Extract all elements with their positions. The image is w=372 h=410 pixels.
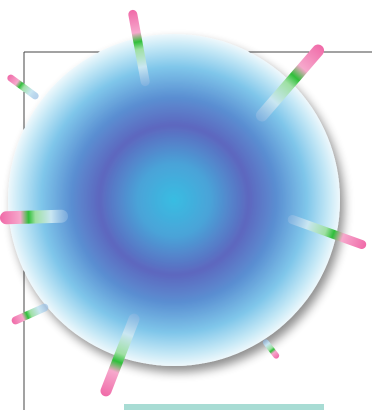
receptor-rod <box>11 303 49 325</box>
receptor-rod <box>262 339 280 359</box>
receptor-rod <box>7 74 39 100</box>
receptor-rod <box>0 209 69 225</box>
receptor-rod <box>287 215 367 249</box>
bottom-bar <box>124 404 324 410</box>
receptor-rod <box>128 9 150 87</box>
receptor-rod <box>255 44 325 122</box>
receptor-rod <box>100 313 140 397</box>
